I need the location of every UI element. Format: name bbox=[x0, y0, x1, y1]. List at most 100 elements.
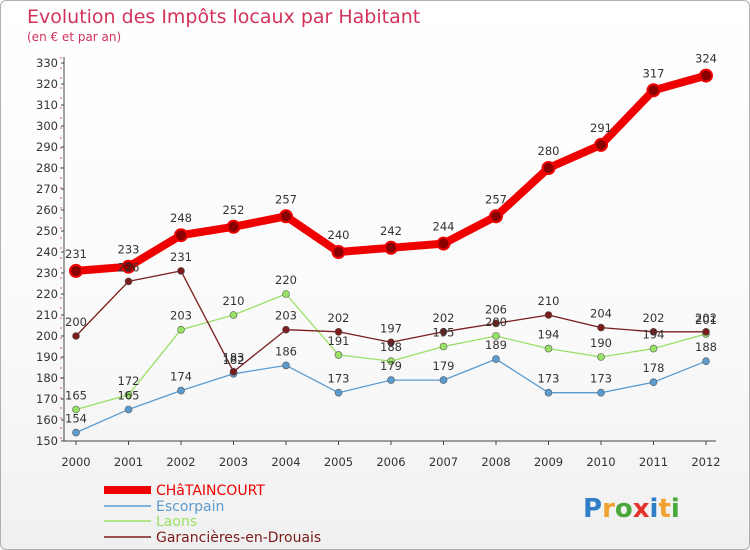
data-label: 233 bbox=[118, 243, 140, 257]
data-point bbox=[544, 311, 553, 319]
data-label: 242 bbox=[380, 224, 402, 238]
data-label: 173 bbox=[590, 372, 612, 386]
x-tick-label: 2001 bbox=[114, 455, 143, 469]
x-tick-label: 2012 bbox=[691, 455, 720, 469]
y-tick-label: 200 bbox=[36, 329, 58, 343]
data-label: 191 bbox=[328, 334, 350, 348]
data-point bbox=[649, 378, 658, 387]
data-point bbox=[597, 353, 605, 361]
y-tick-label: 260 bbox=[36, 203, 58, 217]
data-point bbox=[72, 332, 80, 340]
data-label: 257 bbox=[485, 192, 507, 206]
x-tick-label: 2003 bbox=[219, 455, 248, 469]
data-label: 194 bbox=[643, 328, 665, 342]
data-point bbox=[282, 325, 290, 334]
data-label: 200 bbox=[65, 315, 87, 329]
plot-area: 231 233 248 252 257 240 242 244 257 280 291 317 324 1… bbox=[65, 52, 717, 437]
data-label: 173 bbox=[538, 372, 560, 386]
data-label: 195 bbox=[433, 326, 455, 340]
data-label: 226 bbox=[118, 260, 140, 274]
data-label: 220 bbox=[275, 273, 297, 287]
data-point bbox=[387, 376, 395, 384]
data-point bbox=[597, 323, 605, 332]
data-label: 257 bbox=[275, 192, 297, 206]
data-point bbox=[439, 327, 448, 336]
data-label: 210 bbox=[223, 294, 245, 308]
data-point bbox=[177, 325, 185, 334]
y-tick-label: 330 bbox=[36, 56, 58, 70]
data-label: 201 bbox=[695, 313, 717, 327]
legend-label: CHâTAINCOURT bbox=[156, 483, 265, 499]
x-tick-label: 2006 bbox=[376, 455, 405, 469]
data-point bbox=[124, 277, 133, 286]
data-point bbox=[72, 405, 80, 414]
data-point bbox=[649, 344, 658, 353]
data-label: 188 bbox=[380, 340, 402, 354]
x-tick-label: 2005 bbox=[324, 455, 353, 469]
x-tick-label: 2011 bbox=[639, 455, 668, 469]
data-point bbox=[69, 263, 83, 278]
data-label: 179 bbox=[433, 359, 455, 373]
y-tick-label: 270 bbox=[36, 182, 58, 196]
data-label: 183 bbox=[223, 351, 245, 365]
data-label: 280 bbox=[538, 144, 560, 158]
data-point bbox=[544, 344, 553, 353]
data-label: 248 bbox=[170, 211, 192, 225]
data-point bbox=[229, 311, 238, 319]
data-point bbox=[544, 388, 553, 397]
data-label: 203 bbox=[170, 309, 192, 323]
data-label: 154 bbox=[65, 412, 87, 426]
y-tick-label: 190 bbox=[36, 350, 58, 364]
data-point bbox=[594, 137, 608, 152]
data-label: 231 bbox=[65, 247, 87, 261]
data-label: 200 bbox=[485, 315, 507, 329]
data-label: 231 bbox=[170, 250, 192, 264]
data-label: 202 bbox=[695, 311, 717, 325]
data-label: 202 bbox=[328, 311, 350, 325]
data-label: 202 bbox=[643, 311, 665, 325]
data-point bbox=[174, 228, 188, 243]
data-label: 291 bbox=[590, 121, 612, 135]
data-point bbox=[387, 357, 395, 366]
data-label: 240 bbox=[328, 228, 350, 242]
data-label: 244 bbox=[433, 220, 455, 234]
y-tick-label: 150 bbox=[36, 434, 58, 448]
data-label: 174 bbox=[170, 370, 192, 384]
chart-title: Evolution des Impôts locaux par Habitant bbox=[27, 6, 420, 28]
y-tick-label: 210 bbox=[36, 308, 58, 322]
data-point bbox=[177, 386, 185, 395]
legend-label: Escorpain bbox=[156, 499, 224, 515]
data-point bbox=[699, 68, 713, 83]
data-label: 172 bbox=[118, 374, 140, 388]
data-point bbox=[331, 245, 346, 259]
data-label: 204 bbox=[590, 307, 612, 321]
data-label: 210 bbox=[538, 294, 560, 308]
x-tick-label: 2009 bbox=[534, 455, 563, 469]
data-point bbox=[334, 388, 343, 397]
data-point bbox=[384, 240, 398, 255]
data-point bbox=[334, 351, 343, 359]
x-tick-label: 2000 bbox=[61, 455, 90, 469]
data-point bbox=[492, 355, 500, 363]
legend-label: Garancières-en-Drouais bbox=[156, 530, 321, 546]
data-label: 197 bbox=[380, 321, 402, 335]
y-tick-label: 240 bbox=[36, 245, 58, 259]
data-label: 194 bbox=[538, 328, 560, 342]
y-tick-label: 170 bbox=[36, 392, 58, 406]
data-point bbox=[124, 390, 133, 399]
data-point bbox=[439, 342, 448, 351]
y-tick-label: 280 bbox=[36, 161, 58, 175]
data-label: 165 bbox=[65, 389, 87, 403]
data-point bbox=[121, 259, 136, 274]
x-tick-label: 2008 bbox=[481, 455, 510, 469]
data-point bbox=[492, 319, 500, 328]
axes: 150 160 170 180 190 200 210 220 230 240 250 260 270 2… bbox=[36, 56, 721, 469]
data-label: 179 bbox=[380, 359, 402, 373]
data-point bbox=[229, 367, 238, 376]
y-tick-label: 230 bbox=[36, 266, 58, 280]
proxiti-logo: Proxiti bbox=[583, 494, 680, 524]
chart-subtitle: (en € et par an) bbox=[27, 30, 121, 44]
y-tick-label: 180 bbox=[36, 371, 58, 385]
logo-text: Proxiti bbox=[583, 494, 680, 524]
